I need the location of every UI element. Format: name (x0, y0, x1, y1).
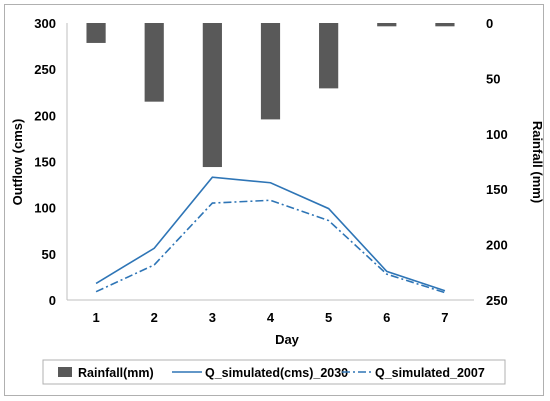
x-tick-label: 4 (267, 310, 275, 325)
rainfall-bar (144, 23, 164, 102)
y-tick-label: 250 (34, 62, 56, 77)
x-tick-label: 7 (441, 310, 448, 325)
outflow-lines (95, 176, 446, 294)
legend-box (42, 359, 506, 385)
y2-tick-label: 0 (486, 16, 493, 31)
legend: Rainfall(mm) Q_simulated(cms)_2030 Q_sim… (42, 359, 506, 385)
x-tick-label: 5 (325, 310, 332, 325)
x-tick-label: 1 (92, 310, 99, 325)
tick-labels: 0 50 100 150 200 250 300 0 50 100 150 200 250 1 2 3 4 5 6 7 (34, 16, 507, 325)
rainfall-bar (435, 23, 455, 27)
y2-tick-label: 50 (486, 71, 500, 86)
y-tick-label: 100 (34, 201, 56, 216)
rainfall-bar (86, 23, 106, 43)
y2-axis-title: Rainfall (mm) (530, 121, 545, 203)
legend-swatch-rainfall (58, 367, 72, 377)
rainfall-bars (86, 23, 455, 168)
x-axis-title: Day (275, 332, 300, 347)
y2-tick-label: 250 (486, 293, 508, 308)
x-tick-label: 2 (151, 310, 158, 325)
y-tick-label: 0 (49, 293, 56, 308)
y-tick-label: 200 (34, 108, 56, 123)
y-axis-title: Outflow (cms) (10, 119, 25, 206)
legend-label-2030: Q_simulated(cms)_2030 (205, 366, 348, 380)
rainfall-bar (319, 23, 339, 89)
x-tick-label: 6 (383, 310, 390, 325)
y-tick-label: 300 (34, 16, 56, 31)
x-tick-label: 3 (209, 310, 216, 325)
line-q2030 (95, 176, 446, 292)
y-tick-label: 150 (34, 155, 56, 170)
axes (66, 23, 474, 301)
y2-tick-label: 150 (486, 182, 508, 197)
rainfall-bar (202, 23, 222, 168)
legend-label-rainfall: Rainfall(mm) (78, 366, 154, 380)
rainfall-bar (260, 23, 281, 120)
legend-label-2007: Q_simulated_2007 (375, 366, 485, 380)
line-q2007 (95, 199, 446, 294)
y2-tick-label: 200 (486, 238, 508, 253)
y-tick-label: 50 (42, 247, 56, 262)
y2-tick-label: 100 (486, 127, 508, 142)
rainfall-bar (377, 23, 397, 27)
